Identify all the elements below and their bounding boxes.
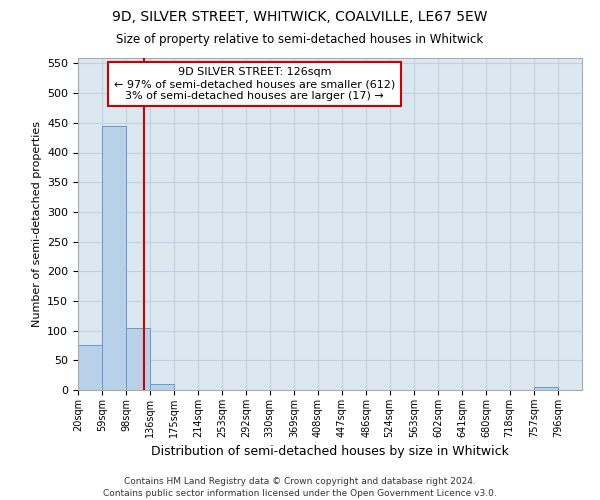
Y-axis label: Number of semi-detached properties: Number of semi-detached properties (32, 120, 41, 327)
Text: Contains HM Land Registry data © Crown copyright and database right 2024.
Contai: Contains HM Land Registry data © Crown c… (103, 476, 497, 498)
Bar (150, 384, 174, 390)
Bar (126, 328, 151, 390)
Bar (78, 346, 102, 390)
X-axis label: Distribution of semi-detached houses by size in Whitwick: Distribution of semi-detached houses by … (151, 446, 509, 458)
Text: 9D, SILVER STREET, WHITWICK, COALVILLE, LE67 5EW: 9D, SILVER STREET, WHITWICK, COALVILLE, … (112, 10, 488, 24)
Bar (534, 387, 558, 390)
Text: 9D SILVER STREET: 126sqm
← 97% of semi-detached houses are smaller (612)
3% of s: 9D SILVER STREET: 126sqm ← 97% of semi-d… (114, 68, 395, 100)
Bar (102, 126, 126, 390)
Text: Size of property relative to semi-detached houses in Whitwick: Size of property relative to semi-detach… (116, 32, 484, 46)
